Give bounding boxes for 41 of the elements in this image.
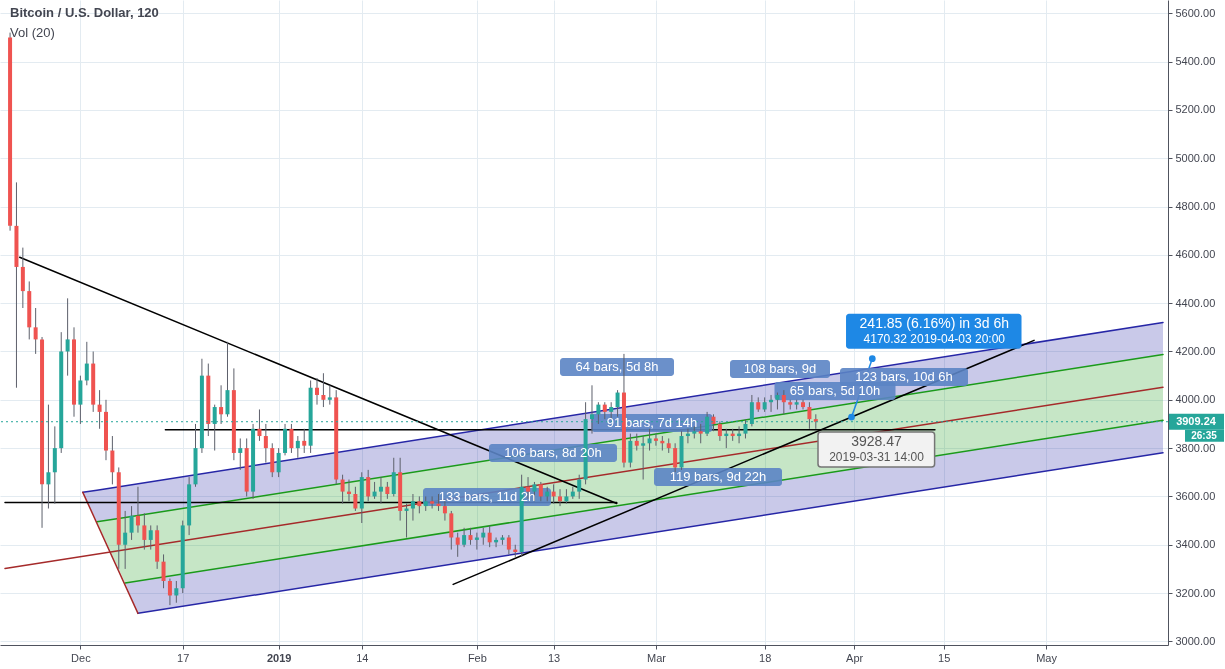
annotation: 106 bars, 8d 20h [504, 445, 602, 460]
y-tick-label: 3200.00 [1175, 586, 1216, 599]
x-tick-label: 17 [177, 651, 190, 664]
y-tick-label: 3800.00 [1175, 441, 1216, 454]
x-tick-label: 2019 [266, 651, 292, 664]
y-tick-label: 3600.00 [1175, 489, 1216, 502]
x-tick-label: Apr [846, 651, 864, 664]
y-tick-label: 5600.00 [1175, 6, 1216, 19]
annotation: 123 bars, 10d 6h [855, 369, 953, 384]
y-tick-label: 4000.00 [1175, 393, 1216, 406]
annotation: 65 bars, 5d 10h [789, 383, 881, 398]
annotation: 64 bars, 5d 8h [575, 359, 659, 374]
annotation: 241.85 (6.16%) in 3d 6h [859, 314, 1010, 331]
annotation: 133 bars, 11d 2h [438, 489, 536, 504]
annotation: 2019-03-31 14:00 [829, 450, 925, 465]
annotation: 91 bars, 7d 14h [606, 415, 698, 430]
annotation: 119 bars, 9d 22h [669, 469, 767, 484]
annotation: 4170.32 2019-04-03 20:00 [863, 331, 1006, 346]
ref-line-label: 3909.24 [1176, 414, 1217, 427]
y-tick-label: 5000.00 [1175, 151, 1216, 164]
x-tick-label: Dec [71, 651, 92, 664]
annotation: 108 bars, 9d [743, 361, 817, 376]
y-tick-label: 4400.00 [1175, 296, 1216, 309]
chart-title: Bitcoin / U.S. Dollar, 120 [10, 5, 159, 20]
x-tick-label: 15 [938, 651, 951, 664]
text: 26:35 [1191, 429, 1218, 441]
y-tick-label: 3000.00 [1175, 634, 1216, 647]
x-tick-label: Feb [467, 651, 487, 664]
x-tick-label: 13 [548, 651, 561, 664]
x-tick-label: 14 [356, 651, 369, 664]
y-tick-label: 3400.00 [1175, 538, 1216, 551]
annotation: 3928.47 [851, 433, 903, 450]
x-tick-label: Mar [646, 651, 667, 664]
y-tick-label: 4800.00 [1175, 200, 1216, 213]
y-tick-label: 4200.00 [1175, 344, 1216, 357]
x-tick-label: May [1036, 651, 1058, 664]
y-tick-label: 5200.00 [1175, 103, 1216, 116]
x-tick-label: 18 [759, 651, 772, 664]
y-tick-label: 4600.00 [1175, 248, 1216, 261]
text: Vol (20) [10, 25, 55, 40]
y-tick-label: 5400.00 [1175, 55, 1216, 68]
